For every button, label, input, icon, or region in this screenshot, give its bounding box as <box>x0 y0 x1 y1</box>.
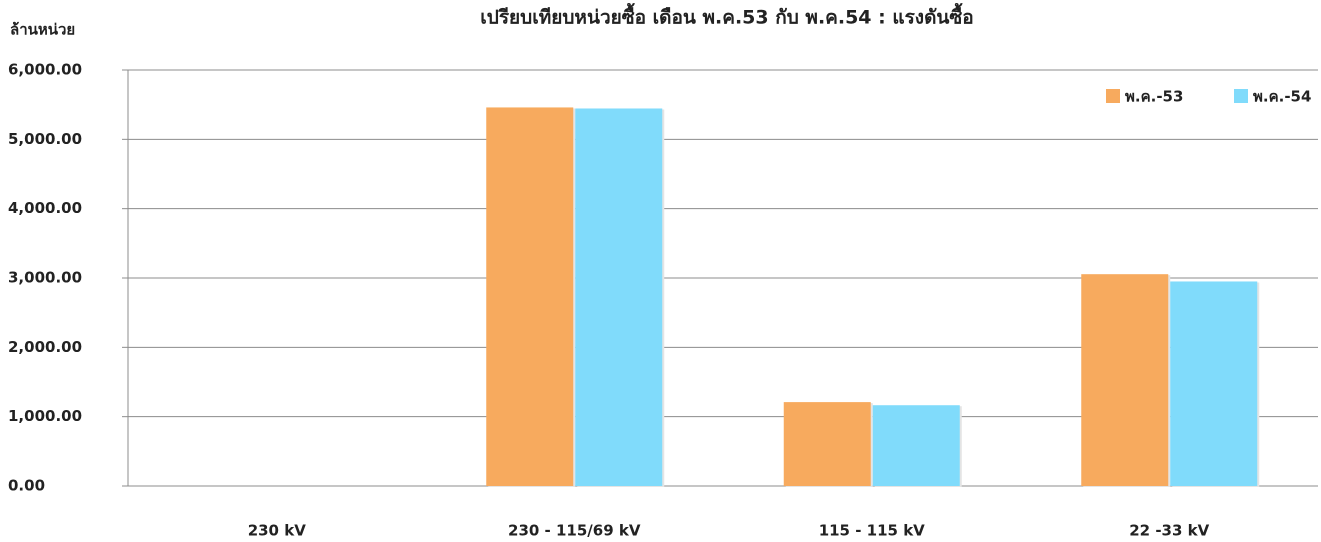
bar <box>486 107 574 486</box>
x-tick-label: 22 -33 kV <box>1129 522 1209 540</box>
bar <box>1081 274 1169 486</box>
legend-label: พ.ค.-54 <box>1253 88 1311 106</box>
legend-swatch <box>1106 89 1120 103</box>
legend-swatch <box>1234 89 1248 103</box>
x-tick-label: 230 - 115/69 kV <box>508 522 641 540</box>
chart-title: เปรียบเทียบหน่วยซื้อ เดือน พ.ค.53 กับ พ.… <box>480 3 973 29</box>
y-tick-label: 3,000.00 <box>8 269 82 287</box>
bar <box>575 108 663 486</box>
y-tick-label: 1,000.00 <box>8 407 82 425</box>
x-tick-label: 230 kV <box>248 522 307 540</box>
bar <box>783 402 871 486</box>
legend-label: พ.ค.-53 <box>1125 88 1183 106</box>
x-tick-label: 115 - 115 kV <box>819 522 925 540</box>
bar <box>872 405 960 486</box>
y-tick-label: 0.00 <box>8 477 45 495</box>
y-axis-label: ล้านหน่วย <box>10 21 75 39</box>
y-tick-label: 6,000.00 <box>8 61 82 79</box>
y-tick-label: 2,000.00 <box>8 338 82 356</box>
y-tick-label: 5,000.00 <box>8 130 82 148</box>
y-tick-label: 4,000.00 <box>8 199 82 217</box>
bar <box>1170 281 1258 486</box>
